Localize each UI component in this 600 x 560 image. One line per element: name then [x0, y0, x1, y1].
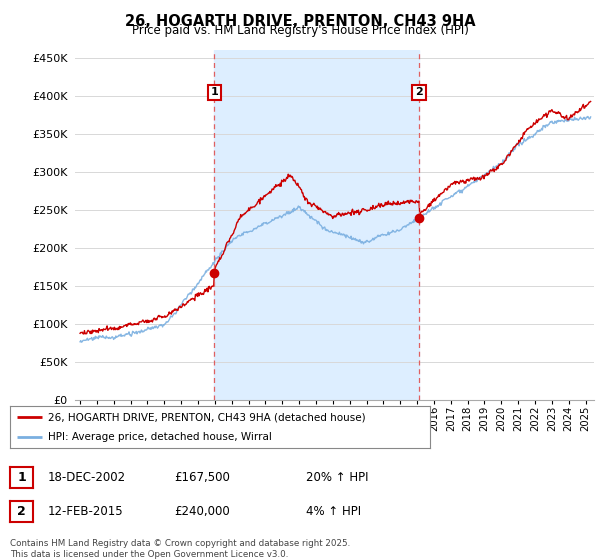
Text: 2: 2 — [415, 87, 423, 97]
Text: 4% ↑ HPI: 4% ↑ HPI — [306, 505, 361, 518]
Text: 2: 2 — [17, 505, 26, 518]
Bar — [214, 50, 419, 400]
Text: 20% ↑ HPI: 20% ↑ HPI — [306, 471, 368, 484]
Text: 12-FEB-2015: 12-FEB-2015 — [48, 505, 124, 518]
Text: Contains HM Land Registry data © Crown copyright and database right 2025.
This d: Contains HM Land Registry data © Crown c… — [10, 539, 350, 559]
Text: £167,500: £167,500 — [174, 471, 230, 484]
Text: Price paid vs. HM Land Registry's House Price Index (HPI): Price paid vs. HM Land Registry's House … — [131, 24, 469, 37]
Text: 1: 1 — [17, 471, 26, 484]
Text: £240,000: £240,000 — [174, 505, 230, 518]
Text: 18-DEC-2002: 18-DEC-2002 — [48, 471, 126, 484]
Text: 26, HOGARTH DRIVE, PRENTON, CH43 9HA (detached house): 26, HOGARTH DRIVE, PRENTON, CH43 9HA (de… — [48, 412, 365, 422]
Text: 1: 1 — [211, 87, 218, 97]
Text: 26, HOGARTH DRIVE, PRENTON, CH43 9HA: 26, HOGARTH DRIVE, PRENTON, CH43 9HA — [125, 14, 475, 29]
Text: HPI: Average price, detached house, Wirral: HPI: Average price, detached house, Wirr… — [48, 432, 272, 442]
